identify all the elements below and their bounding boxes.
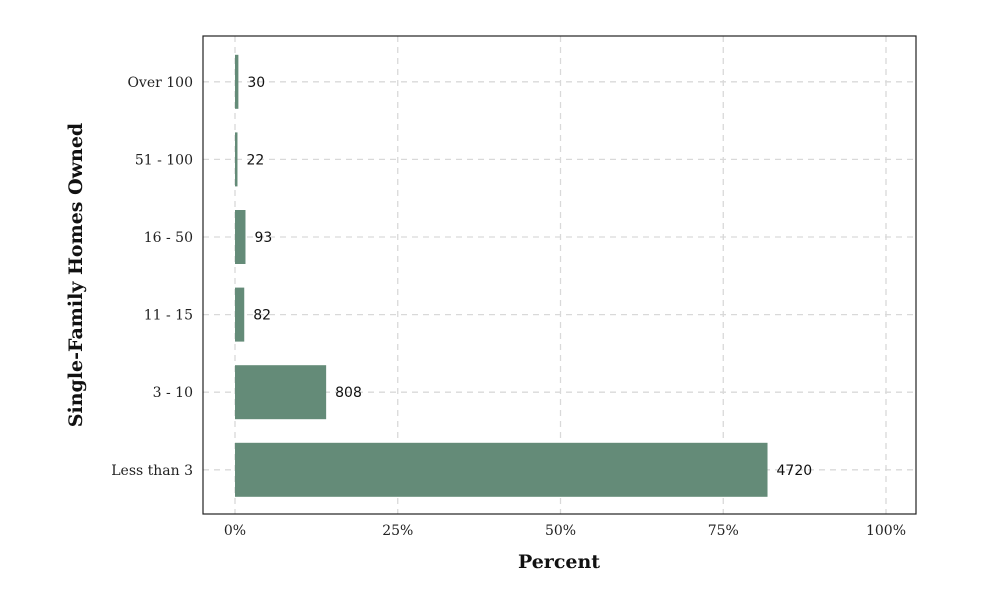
- plot-frame: [202, 35, 917, 515]
- data-labels: 4720 808 82 93 22 30: [246, 75, 812, 479]
- y-tick-label: 51 - 100: [135, 152, 193, 168]
- bar: [235, 287, 245, 342]
- bar: [235, 365, 327, 420]
- grid: [203, 36, 916, 514]
- data-label: 4720: [777, 463, 813, 479]
- y-tick-label: Less than 3: [111, 463, 193, 479]
- data-label: 22: [246, 152, 264, 168]
- x-tick-label: 100%: [866, 523, 906, 539]
- y-tick-labels: Less than 3 3 - 10 11 - 15 16 - 50 51 - 100 O…: [111, 75, 193, 479]
- x-tick-label: 75%: [708, 523, 739, 539]
- bar: [235, 132, 238, 187]
- bars: [235, 54, 768, 497]
- x-tick-labels: 0% 25% 50% 75% 100%: [224, 523, 906, 539]
- data-label: 93: [254, 230, 272, 246]
- data-label: 82: [253, 308, 271, 324]
- y-tick-label: 3 - 10: [153, 385, 193, 401]
- x-tick-label: 50%: [545, 523, 576, 539]
- bar: [235, 210, 246, 264]
- x-tick-label: 25%: [382, 523, 413, 539]
- x-tick-label: 0%: [224, 523, 246, 539]
- y-axis-title: Single-Family Homes Owned: [65, 123, 87, 427]
- data-label: 808: [335, 385, 362, 401]
- y-tick-label: 16 - 50: [144, 230, 193, 246]
- y-tick-label: 11 - 15: [144, 308, 193, 324]
- bar: [235, 54, 239, 109]
- bar: [235, 442, 768, 497]
- x-axis-title: Percent: [518, 551, 600, 573]
- y-tick-label: Over 100: [127, 75, 193, 91]
- data-label: 30: [247, 75, 265, 91]
